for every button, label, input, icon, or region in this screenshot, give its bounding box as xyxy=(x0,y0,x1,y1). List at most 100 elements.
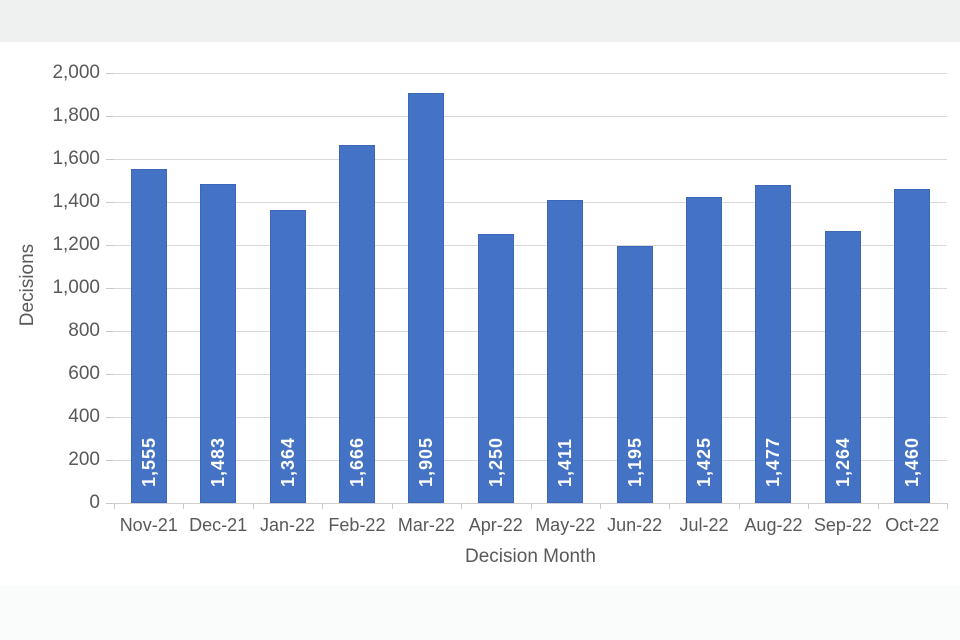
bar-value-label: 1,905 xyxy=(409,437,443,487)
bar-value-label: 1,250 xyxy=(479,437,513,487)
bar-value-label: 1,460 xyxy=(895,437,929,487)
y-axis-tick-label: 400 xyxy=(68,406,100,427)
gridline xyxy=(114,73,947,74)
gridline xyxy=(114,374,947,375)
bar-value-label: 1,666 xyxy=(340,437,374,487)
x-axis-tick xyxy=(322,504,324,509)
y-axis-tick-label: 0 xyxy=(89,492,100,513)
y-axis-tick xyxy=(106,460,114,461)
y-axis-tick-label: 600 xyxy=(68,363,100,384)
y-axis-tick-label: 2,000 xyxy=(52,62,100,83)
bar-sep-22: 1,264 xyxy=(824,231,861,503)
bar-value-label-text: 1,250 xyxy=(485,436,506,487)
y-axis-title: Decisions xyxy=(17,243,38,327)
gridline xyxy=(114,159,947,160)
y-axis-tick xyxy=(106,331,114,332)
x-axis-tick xyxy=(461,504,463,509)
gridline xyxy=(114,460,947,461)
x-axis-tick xyxy=(391,504,393,509)
x-axis-tick-label: May-22 xyxy=(535,515,596,535)
x-axis-tick xyxy=(947,504,948,509)
gridline xyxy=(114,331,947,332)
bar-value-label-text: 1,195 xyxy=(624,436,645,487)
x-axis-tick-label: Jan-22 xyxy=(260,515,316,535)
bar-value-label: 1,364 xyxy=(271,437,305,487)
y-axis-tick-label: 1,200 xyxy=(52,234,100,255)
gridline xyxy=(114,116,947,117)
x-axis-tick-label: Sep-22 xyxy=(813,515,872,535)
page-margin-bottom xyxy=(0,585,960,640)
y-axis-tick-label: 200 xyxy=(68,449,100,470)
bar-value-label-text: 1,425 xyxy=(694,436,715,487)
plot-area: 1,555 1,483 1,364 1,666 1,905 1,250 1,411 1,195… xyxy=(114,73,947,503)
y-axis-tick xyxy=(106,202,114,203)
bar-value-label: 1,483 xyxy=(201,437,235,487)
x-axis-tick-label: Apr-22 xyxy=(468,515,523,535)
bar-value-label-text: 1,364 xyxy=(277,436,298,487)
x-axis-line xyxy=(114,503,948,504)
bar-jan-22: 1,364 xyxy=(269,209,306,503)
bar-value-label-text: 1,555 xyxy=(138,436,159,487)
bar-value-label: 1,411 xyxy=(548,438,582,487)
gridline xyxy=(114,202,947,203)
bar-value-label: 1,477 xyxy=(756,437,790,487)
bar-value-label: 1,195 xyxy=(618,437,652,487)
y-axis-tick xyxy=(106,288,114,289)
bar-jun-22: 1,195 xyxy=(616,246,653,503)
bar-value-label-text: 1,477 xyxy=(763,436,784,487)
bar-value-label: 1,264 xyxy=(826,437,860,487)
y-axis-tick xyxy=(106,159,114,160)
x-axis-tick-label: Nov-21 xyxy=(119,515,178,535)
bar-value-label-text: 1,666 xyxy=(346,436,367,487)
gridline xyxy=(114,245,947,246)
bar-aug-22: 1,477 xyxy=(755,185,792,503)
bar-value-label: 1,425 xyxy=(687,437,721,487)
y-axis-tick xyxy=(106,374,114,375)
page-margin-top xyxy=(0,0,960,42)
bar-oct-22: 1,460 xyxy=(894,189,931,503)
y-axis-tick-label: 800 xyxy=(68,320,100,341)
x-axis-tick-label: Oct-22 xyxy=(885,515,940,535)
y-axis-tick xyxy=(106,73,114,74)
bar-value-label-text: 1,905 xyxy=(416,436,437,487)
x-axis-tick xyxy=(738,504,740,509)
y-axis-tick xyxy=(106,503,114,504)
x-axis-tick-label: Jun-22 xyxy=(607,515,663,535)
x-axis-tick-label: Jul-22 xyxy=(679,515,729,535)
x-axis-tick-label: Feb-22 xyxy=(328,515,386,535)
x-axis-tick xyxy=(252,504,254,509)
gridline xyxy=(114,288,947,289)
x-axis-tick-label: Mar-22 xyxy=(397,515,455,535)
bar-mar-22: 1,905 xyxy=(408,93,445,503)
x-axis-tick xyxy=(114,504,115,509)
gridline xyxy=(114,417,947,418)
x-axis-tick xyxy=(183,504,185,509)
x-axis-tick-label: Dec-21 xyxy=(189,515,248,535)
y-axis-tick-label: 1,800 xyxy=(52,105,100,126)
bar-feb-22: 1,666 xyxy=(338,144,375,503)
x-axis-tick xyxy=(599,504,601,509)
x-axis-tick xyxy=(530,504,532,509)
bar-may-22: 1,411 xyxy=(547,199,584,503)
y-axis-tick-label: 1,000 xyxy=(52,277,100,298)
x-axis-tick xyxy=(669,504,671,509)
y-axis-tick-label: 1,400 xyxy=(52,191,100,212)
bar-value-label-text: 1,483 xyxy=(208,436,229,487)
bar-value-label-text: 1,411 xyxy=(555,437,576,487)
bar-nov-21: 1,555 xyxy=(130,168,167,503)
x-axis-tick-label: Aug-22 xyxy=(744,515,803,535)
bar-value-label: 1,555 xyxy=(132,437,166,487)
y-axis-tick xyxy=(106,245,114,246)
bar-value-label-text: 1,264 xyxy=(832,436,853,487)
y-axis-tick xyxy=(106,417,114,418)
bar-value-label-text: 1,460 xyxy=(902,436,923,487)
bar-apr-22: 1,250 xyxy=(477,234,514,503)
x-axis-title: Decision Month xyxy=(465,546,596,567)
x-axis-tick xyxy=(877,504,879,509)
y-axis-tick-label: 1,600 xyxy=(52,148,100,169)
bar-dec-21: 1,483 xyxy=(200,184,237,503)
y-axis-tick xyxy=(106,116,114,117)
x-axis-tick xyxy=(808,504,810,509)
bar-jul-22: 1,425 xyxy=(686,196,723,503)
